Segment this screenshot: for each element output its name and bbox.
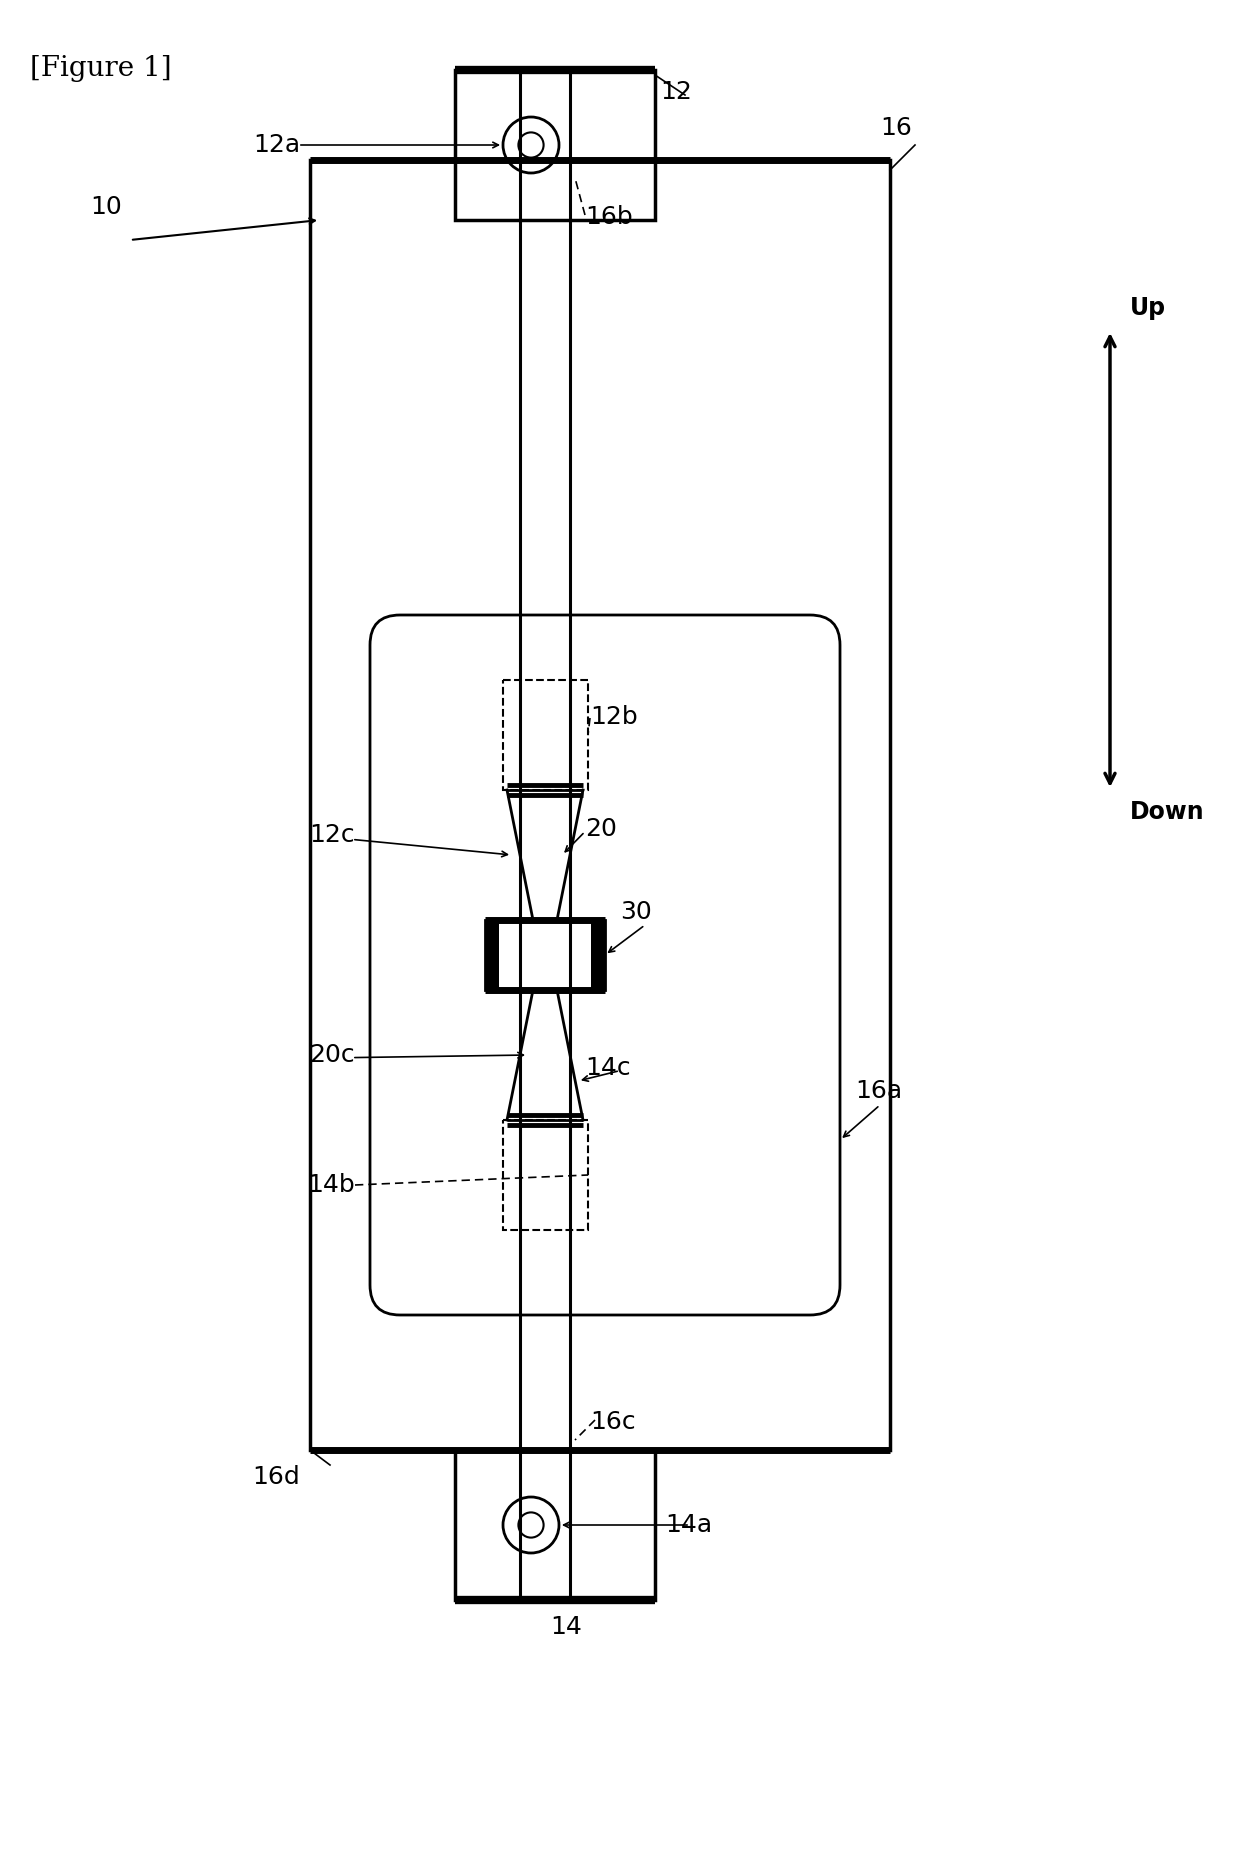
Bar [591,921,605,990]
Text: 12b: 12b [590,705,637,730]
Text: 16b: 16b [585,206,632,228]
Circle shape [518,1512,543,1538]
Text: 16c: 16c [590,1411,636,1433]
Circle shape [518,133,543,157]
Bar [503,1121,588,1229]
Text: 10: 10 [91,195,122,219]
Text: 14a: 14a [665,1514,712,1536]
Bar [310,161,890,1450]
Text: 30: 30 [620,900,652,924]
Circle shape [503,1497,559,1553]
Bar [485,921,605,990]
Text: 20: 20 [585,818,616,840]
Bar [503,679,588,790]
Text: 16d: 16d [252,1465,300,1489]
Bar [485,921,498,990]
Text: Down: Down [1130,801,1204,823]
Circle shape [503,118,559,172]
Bar [455,69,655,221]
Text: Up: Up [1130,296,1166,320]
Text: 14c: 14c [585,1055,631,1080]
Text: 12a: 12a [253,133,300,157]
Text: 14b: 14b [308,1173,355,1197]
Bar [455,1450,655,1600]
Text: 16: 16 [880,116,911,140]
Text: 14: 14 [551,1615,582,1639]
Text: 12c: 12c [309,823,355,848]
Text: [Figure 1]: [Figure 1] [30,54,171,82]
Text: 12: 12 [660,80,692,105]
Text: 20c: 20c [309,1042,355,1066]
FancyBboxPatch shape [370,616,839,1315]
Text: 16a: 16a [856,1080,903,1104]
